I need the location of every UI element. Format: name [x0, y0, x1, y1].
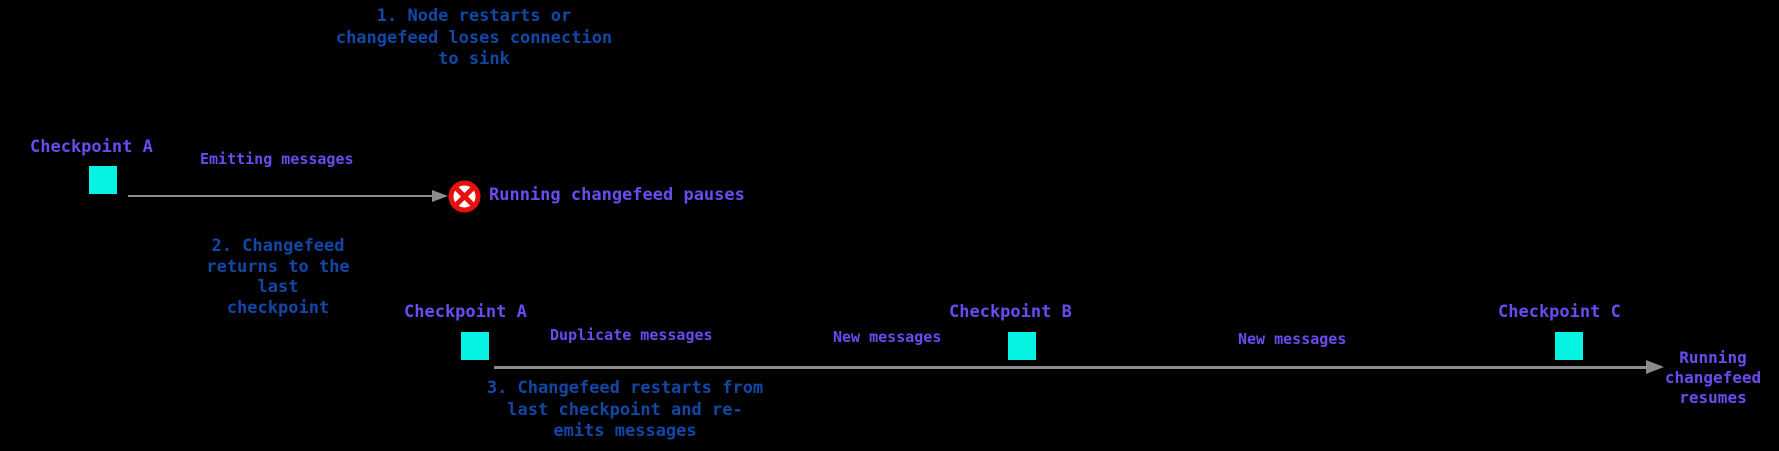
timeline1-checkpoint-a-marker: [89, 166, 117, 194]
timeline2-checkpoint-a-marker: [461, 332, 489, 360]
note-step-2: 2. Changefeed returns to the last checkp…: [206, 236, 350, 318]
timeline2-checkpoint-c-label: Checkpoint C: [1498, 302, 1621, 322]
timeline1-arrowhead: [432, 190, 448, 202]
timeline2-checkpoint-b-label: Checkpoint B: [949, 302, 1072, 322]
new-messages-label-1: New messages: [833, 328, 942, 346]
note-step-1: 1. Node restarts or changefeed loses con…: [335, 6, 613, 69]
note-step-3: 3. Changefeed restarts from last checkpo…: [486, 378, 764, 441]
timeline2-arrowhead: [1646, 360, 1664, 374]
timeline1-emitting-messages-label: Emitting messages: [200, 150, 354, 168]
timeline1-arrow-shaft: [128, 195, 434, 197]
timeline2-checkpoint-a-label: Checkpoint A: [404, 302, 527, 322]
timeline2-checkpoint-b-marker: [1008, 332, 1036, 360]
timeline2-checkpoint-c-marker: [1555, 332, 1583, 360]
timeline2-arrow-shaft: [494, 366, 1646, 369]
duplicate-messages-label: Duplicate messages: [550, 326, 713, 344]
x-circle-icon: [448, 180, 481, 213]
timeline1-checkpoint-a-label: Checkpoint A: [30, 137, 153, 157]
running-changefeed-pauses-label: Running changefeed pauses: [489, 185, 745, 205]
running-changefeed-resumes-label: Running changefeed resumes: [1664, 348, 1762, 407]
new-messages-label-2: New messages: [1238, 330, 1347, 348]
